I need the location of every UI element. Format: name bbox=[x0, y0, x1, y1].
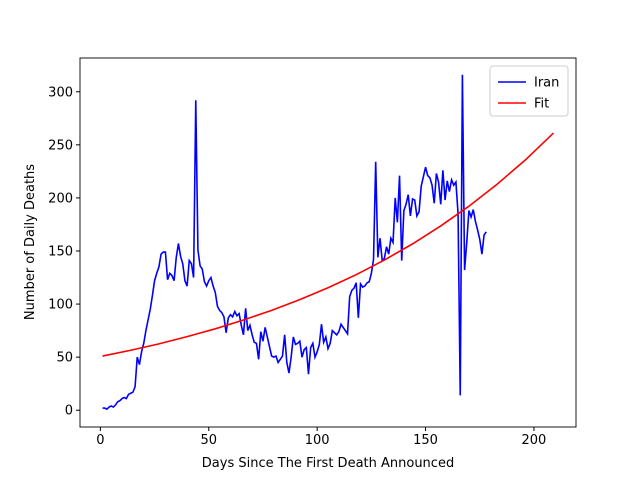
x-axis-label: Days Since The First Death Announced bbox=[202, 456, 454, 471]
x-tick-label: 150 bbox=[413, 433, 438, 448]
x-tick-label: 0 bbox=[96, 433, 104, 448]
plot-frame bbox=[79, 57, 577, 428]
y-tick-label: 300 bbox=[48, 85, 73, 100]
legend-label: Fit bbox=[534, 97, 549, 112]
y-axis-label: Number of Daily Deaths bbox=[23, 164, 38, 320]
x-tick-label: 200 bbox=[522, 433, 547, 448]
x-tick-label: 50 bbox=[200, 433, 217, 448]
line-series bbox=[102, 132, 555, 357]
y-tick-label: 200 bbox=[48, 191, 73, 206]
x-tick-label: 100 bbox=[305, 433, 330, 448]
y-tick-label: 50 bbox=[56, 351, 73, 366]
y-tick-label: 100 bbox=[48, 298, 73, 313]
y-tick-label: 0 bbox=[65, 404, 73, 419]
legend-box bbox=[489, 65, 569, 117]
line-series bbox=[102, 74, 487, 411]
y-tick-label: 250 bbox=[48, 138, 73, 153]
legend-label: Iran bbox=[534, 76, 559, 91]
y-tick-label: 150 bbox=[48, 244, 73, 259]
